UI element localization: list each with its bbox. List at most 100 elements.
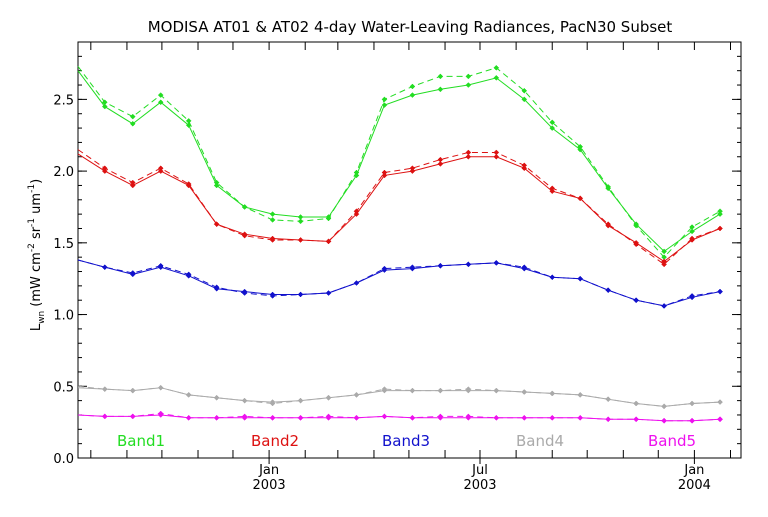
band2-point <box>353 208 360 215</box>
band2-point <box>689 235 695 242</box>
band1-point <box>437 73 444 80</box>
y-tick-label: 1.0 <box>53 309 74 324</box>
band1-point <box>381 102 388 108</box>
band2-point <box>129 179 136 186</box>
band1-point <box>717 211 723 217</box>
y-axis-label-part: -1 <box>27 218 37 227</box>
band2-point <box>269 237 276 243</box>
band5-point <box>661 417 667 424</box>
band3-point <box>353 280 360 286</box>
band4-point <box>689 400 695 407</box>
band4-point <box>157 384 164 391</box>
band2-point <box>633 241 639 248</box>
band5-at02-line <box>77 412 721 422</box>
band3-point <box>409 264 416 271</box>
band3-point <box>493 260 500 266</box>
band4-point <box>633 400 639 407</box>
band2-point <box>213 221 220 228</box>
band1-point <box>325 215 332 222</box>
band1-point <box>409 92 416 98</box>
band3-point <box>325 290 332 296</box>
band3-point <box>465 261 472 268</box>
band4-point <box>409 387 416 394</box>
band3-at01-line <box>77 259 721 307</box>
band1-point <box>185 118 192 124</box>
band1-point <box>297 218 304 225</box>
band3-point <box>297 291 304 298</box>
band1-point <box>493 75 500 81</box>
x-tick-label: Jan <box>683 463 704 478</box>
band3-point <box>661 303 667 309</box>
band3-point <box>185 271 192 278</box>
legend-band2: Band2 <box>251 432 299 450</box>
band2-point <box>577 195 584 202</box>
band1-point <box>129 120 136 127</box>
band4-point <box>325 394 332 401</box>
y-tick-label: 2.5 <box>53 93 74 108</box>
band2-point <box>437 156 444 163</box>
band3-point <box>241 290 248 296</box>
band2-point <box>381 172 388 179</box>
x-tick-year-label: 2003 <box>253 478 286 493</box>
band1-point <box>605 184 612 190</box>
band5-point <box>353 414 360 421</box>
band1-point <box>409 83 416 90</box>
band1-point <box>353 169 360 176</box>
band5-point <box>269 414 276 421</box>
y-axis-label-part: -2 <box>27 243 37 252</box>
band1-point <box>577 143 584 150</box>
band5-point <box>549 414 556 421</box>
band4-point <box>213 394 220 401</box>
band2-point <box>325 238 332 245</box>
series-layer <box>77 64 723 424</box>
band5-point <box>689 417 695 424</box>
chart-title: MODISA AT01 & AT02 4-day Water-Leaving R… <box>148 18 673 36</box>
band3-point <box>213 284 220 291</box>
band3-point <box>437 262 444 269</box>
band1-point <box>437 86 444 93</box>
band5-point <box>577 414 584 421</box>
band3-point <box>129 270 136 276</box>
band5-point <box>129 413 136 420</box>
band3-point <box>381 265 388 272</box>
band2-point <box>717 225 723 232</box>
band1-point <box>465 73 472 80</box>
y-axis-label-part: -1 <box>27 184 37 193</box>
band1-point <box>465 82 472 88</box>
y-tick-label: 0.0 <box>53 452 74 467</box>
band4-point <box>269 400 276 407</box>
band1-point <box>157 99 164 106</box>
band5-point <box>297 414 304 421</box>
band4-point <box>381 386 388 392</box>
band2-point <box>661 261 667 268</box>
band5-point <box>633 416 639 423</box>
band4-point <box>185 392 192 398</box>
band1-point <box>101 103 108 110</box>
band3-point <box>633 297 639 304</box>
band4-point <box>297 397 304 404</box>
band2-point <box>157 165 164 172</box>
band3-point <box>101 264 108 271</box>
y-axis-label-part: ) <box>29 179 44 184</box>
band4-point <box>493 387 500 394</box>
band2-point <box>605 221 612 228</box>
y-axis-label-part: (mW cm <box>29 252 44 311</box>
y-axis-label-part: um <box>29 193 44 218</box>
band5-point <box>241 413 248 420</box>
band1-point <box>689 228 695 235</box>
band1-point <box>213 179 220 186</box>
y-axis-label: Lwn (mW cm-2 sr-1 um-1) <box>27 179 47 331</box>
y-axis-label-part: wn <box>37 311 47 324</box>
band1-point <box>269 217 276 223</box>
band4-point <box>549 390 556 397</box>
band4-point <box>605 396 612 403</box>
band5-point <box>493 414 500 421</box>
band2-point <box>101 168 108 174</box>
y-axis-label-part: L <box>29 323 44 331</box>
band2-point <box>437 161 444 167</box>
band1-point <box>577 146 584 153</box>
band2-point <box>157 168 164 174</box>
band2-point <box>549 188 556 195</box>
